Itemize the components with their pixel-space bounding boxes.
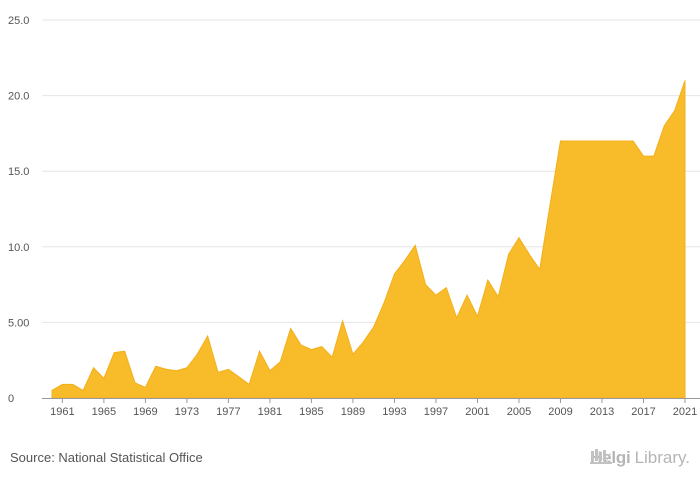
x-tick-label: 1977 (216, 406, 240, 418)
y-tick-label: 0 (8, 393, 14, 405)
data-point[interactable] (71, 382, 75, 386)
source-note: Source: National Statistical Office (10, 450, 203, 465)
data-point[interactable] (143, 385, 147, 389)
data-point[interactable] (361, 340, 365, 344)
x-tick-label: 1997 (424, 406, 448, 418)
data-point[interactable] (392, 272, 396, 276)
x-tick-label: 1993 (382, 406, 406, 418)
y-axis: 0 5.00 10.0 15.0 20.0 25.0 (8, 15, 29, 405)
x-tick-label: 2009 (548, 406, 572, 418)
data-point[interactable] (538, 267, 542, 271)
brand-name-library: Library. (634, 448, 690, 467)
data-point[interactable] (444, 286, 448, 290)
data-point[interactable] (237, 375, 241, 379)
data-point[interactable] (299, 343, 303, 347)
data-point[interactable] (424, 283, 428, 287)
data-point[interactable] (662, 124, 666, 128)
data-point[interactable] (475, 314, 479, 318)
data-point[interactable] (278, 360, 282, 364)
x-tick-label: 1989 (341, 406, 365, 418)
data-point[interactable] (175, 369, 179, 373)
data-point[interactable] (195, 352, 199, 356)
x-tick-label: 1969 (133, 406, 157, 418)
data-point[interactable] (486, 278, 490, 282)
y-tick-label: 25.0 (8, 15, 29, 27)
data-point[interactable] (50, 388, 54, 392)
data-point[interactable] (60, 382, 64, 386)
data-point[interactable] (154, 364, 158, 368)
data-point[interactable] (600, 139, 604, 143)
data-point[interactable] (590, 139, 594, 143)
x-tick-label: 2017 (631, 406, 655, 418)
data-point[interactable] (216, 370, 220, 374)
y-tick-label: 5.00 (8, 317, 29, 329)
x-tick-label: 2005 (507, 406, 531, 418)
data-point[interactable] (247, 382, 251, 386)
data-point[interactable] (206, 334, 210, 338)
data-point[interactable] (112, 351, 116, 355)
data-point[interactable] (652, 154, 656, 158)
data-point[interactable] (289, 326, 293, 330)
data-point[interactable] (330, 355, 334, 359)
library-icon (590, 449, 612, 464)
y-tick-label: 10.0 (8, 242, 29, 254)
data-point[interactable] (631, 139, 635, 143)
x-tick-label: 1961 (50, 406, 74, 418)
data-point[interactable] (382, 301, 386, 305)
data-point[interactable] (164, 367, 168, 371)
data-point[interactable] (558, 139, 562, 143)
data-point[interactable] (413, 243, 417, 247)
data-point[interactable] (621, 139, 625, 143)
data-point[interactable] (258, 349, 262, 353)
data-point[interactable] (455, 316, 459, 320)
series (50, 78, 687, 399)
brand-logo[interactable]: Helgi Library. (590, 448, 690, 468)
data-point[interactable] (569, 139, 573, 143)
data-point[interactable] (185, 366, 189, 370)
data-point[interactable] (548, 202, 552, 206)
x-axis: 1961 1965 1969 1973 1977 1981 1985 1989 1993 1997… (42, 398, 700, 418)
data-point[interactable] (683, 78, 687, 82)
x-tick-label: 2013 (590, 406, 614, 418)
x-tick-label: 2021 (673, 406, 697, 418)
data-point[interactable] (133, 381, 137, 385)
data-point[interactable] (268, 369, 272, 373)
data-point[interactable] (507, 252, 511, 256)
data-point[interactable] (81, 388, 85, 392)
y-tick-label: 20.0 (8, 91, 29, 103)
x-tick-label: 1965 (92, 406, 116, 418)
data-point[interactable] (434, 293, 438, 297)
data-point[interactable] (226, 367, 230, 371)
data-point[interactable] (372, 325, 376, 329)
y-tick-label: 15.0 (8, 166, 29, 178)
data-point[interactable] (641, 154, 645, 158)
data-point[interactable] (465, 293, 469, 297)
x-tick-label: 1973 (175, 406, 199, 418)
area-series (51, 80, 686, 399)
data-point[interactable] (102, 376, 106, 380)
data-point[interactable] (92, 366, 96, 370)
data-point[interactable] (579, 139, 583, 143)
x-tick-label: 2001 (465, 406, 489, 418)
data-point[interactable] (403, 258, 407, 262)
data-point[interactable] (496, 295, 500, 299)
data-point[interactable] (673, 109, 677, 113)
data-point[interactable] (527, 252, 531, 256)
data-point[interactable] (341, 319, 345, 323)
data-point[interactable] (351, 352, 355, 356)
x-tick-label: 1985 (299, 406, 323, 418)
data-point[interactable] (610, 139, 614, 143)
data-point[interactable] (320, 345, 324, 349)
data-point[interactable] (309, 348, 313, 352)
data-point[interactable] (517, 236, 521, 240)
data-point[interactable] (123, 349, 127, 353)
x-tick-label: 1981 (258, 406, 282, 418)
